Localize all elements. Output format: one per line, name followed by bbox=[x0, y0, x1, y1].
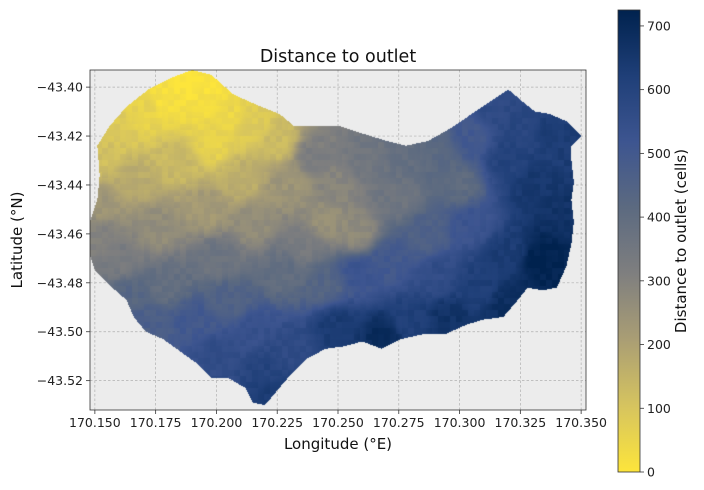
x-tick-label: 170.275 bbox=[373, 415, 425, 430]
x-tick-label: 170.150 bbox=[69, 415, 121, 430]
colorbar-tick-label: 0 bbox=[647, 465, 655, 480]
x-tick-label: 170.200 bbox=[191, 415, 243, 430]
colorbar bbox=[617, 9, 641, 473]
colorbar-tick-label: 700 bbox=[647, 18, 671, 33]
y-tick-label: −43.52 bbox=[37, 373, 83, 388]
colorbar-tick-label: 600 bbox=[647, 82, 671, 97]
x-tick-label: 170.225 bbox=[251, 415, 303, 430]
y-tick-label: −43.46 bbox=[37, 226, 83, 241]
colorbar-label: Distance to outlet (cells) bbox=[672, 149, 690, 333]
colorbar-tick-label: 100 bbox=[647, 401, 671, 416]
x-tick-label: 170.350 bbox=[555, 415, 607, 430]
x-axis-label: Longitude (°E) bbox=[284, 435, 392, 453]
colorbar-ticks: 0 100 200 300 400 500 600 700 bbox=[640, 18, 671, 480]
x-tick-label: 170.175 bbox=[130, 415, 182, 430]
colorbar-tick-label: 200 bbox=[647, 337, 671, 352]
x-tick-label: 170.325 bbox=[495, 415, 547, 430]
x-tick-label: 170.300 bbox=[434, 415, 486, 430]
y-axis-ticks: −43.40 −43.42 −43.44 −43.46 −43.48 −43.50 −43.… bbox=[37, 80, 90, 388]
x-tick-label: 170.250 bbox=[312, 415, 364, 430]
chart-title: Distance to outlet bbox=[260, 47, 417, 67]
colorbar-tick-label: 500 bbox=[647, 146, 671, 161]
y-tick-label: −43.44 bbox=[37, 177, 83, 192]
y-axis-label: Latitude (°N) bbox=[8, 192, 26, 289]
distance-raster-image bbox=[90, 70, 586, 410]
colorbar-tick-label: 400 bbox=[647, 210, 671, 225]
basin-raster bbox=[90, 70, 586, 410]
y-tick-label: −43.50 bbox=[37, 324, 83, 339]
y-tick-label: −43.48 bbox=[37, 275, 83, 290]
colorbar-tick-label: 300 bbox=[647, 273, 671, 288]
y-tick-label: −43.42 bbox=[37, 129, 83, 144]
y-tick-label: −43.40 bbox=[37, 80, 83, 95]
x-axis-ticks: 170.150 170.175 170.200 170.225 170.250 170.2… bbox=[69, 410, 607, 430]
